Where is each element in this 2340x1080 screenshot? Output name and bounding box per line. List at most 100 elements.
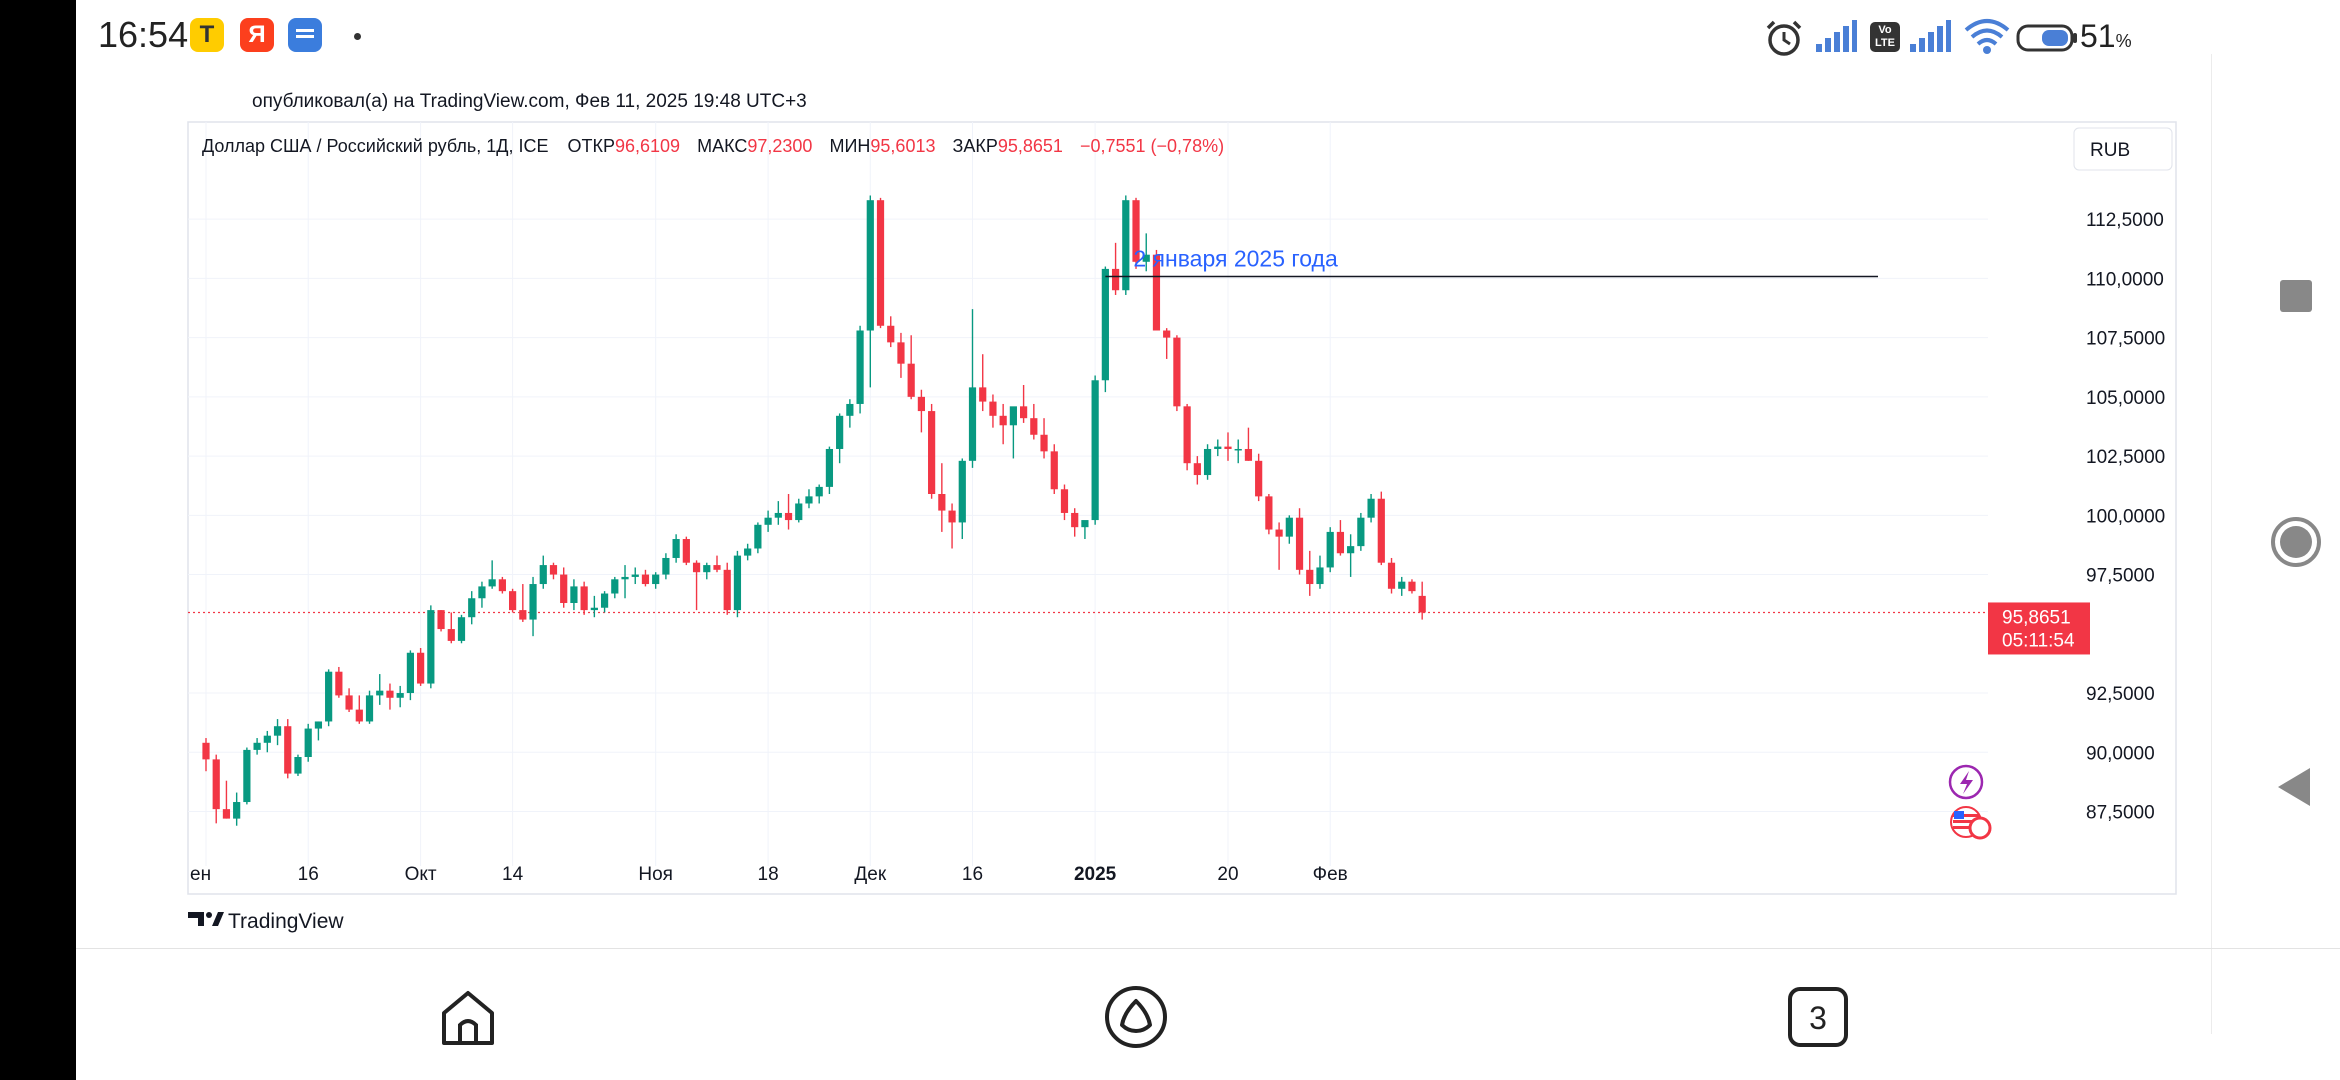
wifi-icon: [1964, 19, 2010, 54]
alarm-icon: [1766, 20, 1802, 56]
currency-label: RUB: [2090, 140, 2130, 161]
candle-body: [1418, 595, 1426, 613]
time-axis: ен 16 Окт 14 Ноя 18 Дек 16 2025 20 Фев: [190, 864, 1348, 885]
candle-body: [1295, 517, 1304, 570]
candle-body: [294, 757, 302, 774]
candle-body: [1020, 406, 1028, 419]
candle-body: [1122, 200, 1130, 291]
candle-body: [825, 448, 834, 487]
x-tick-label: 14: [502, 864, 524, 885]
x-tick-label: 20: [1217, 864, 1238, 885]
open-label: ОТКР: [567, 136, 615, 156]
candle-body: [539, 565, 547, 585]
candle-body: [1081, 520, 1089, 528]
chart-frame: [187, 121, 2177, 895]
candle-body: [652, 574, 660, 585]
candle-body: [1387, 562, 1396, 589]
candle-body: [672, 539, 680, 558]
calendar-icon[interactable]: [1968, 816, 1992, 840]
signal-icon-sim1: [1816, 20, 1857, 52]
candle-body: [958, 460, 966, 523]
candle-body: [968, 387, 977, 461]
y-tick-label: 90,0000: [2086, 743, 2155, 764]
candle-body: [1091, 380, 1099, 521]
candle-body: [723, 569, 731, 611]
recent-apps-icon[interactable]: 3: [1786, 985, 1850, 1049]
candle-body: [509, 591, 517, 611]
candle-body: [1234, 448, 1242, 451]
price-axis: 87,5000 90,0000 92,5000 97,5000 100,0000 102,…: [2086, 210, 2165, 823]
record-icon[interactable]: [2270, 516, 2322, 568]
candle-body: [212, 759, 220, 810]
y-tick-label: 105,0000: [2086, 388, 2165, 409]
candle-body: [365, 695, 374, 722]
last-price-value: 95,8651: [2002, 607, 2071, 628]
tradingview-chart[interactable]: опубликовал(а) на TradingView.com, Фев 1…: [76, 0, 2340, 948]
candlestick-series[interactable]: [202, 195, 1426, 826]
x-tick-label: 2025: [1074, 864, 1117, 885]
y-tick-label: 102,5000: [2086, 447, 2165, 468]
candle-body: [1265, 496, 1273, 530]
candle-body: [427, 610, 435, 684]
candle-body: [284, 726, 292, 774]
candle-body: [713, 565, 721, 570]
candle-body: [1203, 448, 1212, 476]
candle-body: [1071, 512, 1079, 528]
chart-gridlines: [188, 122, 1988, 866]
tinkoff-app-icon: Т: [190, 18, 224, 52]
volte-icon: Vo LTE: [1870, 22, 1900, 52]
candle-body: [815, 486, 823, 497]
back-arrow-icon[interactable]: [2274, 766, 2314, 808]
candle-body: [314, 721, 323, 729]
candle-body: [948, 510, 956, 523]
home-icon[interactable]: [436, 985, 500, 1049]
candle-body: [907, 363, 915, 397]
x-tick-label: ен: [190, 864, 211, 885]
lightning-icon[interactable]: [1948, 764, 1984, 800]
floating-controls: [2256, 0, 2340, 1080]
high-value: 97,2300: [747, 136, 812, 156]
candle-body: [386, 690, 394, 698]
candle-body: [1244, 448, 1253, 461]
candle-body: [1060, 489, 1069, 513]
candle-body: [406, 652, 414, 694]
candle-body: [795, 503, 803, 521]
candle-body: [417, 652, 425, 684]
signal-icon-sim2: [1910, 20, 1951, 52]
candle-body: [580, 586, 588, 611]
candle-body: [1306, 569, 1314, 585]
candle-body: [1173, 337, 1181, 407]
candle-body: [917, 396, 925, 412]
candle-body: [498, 579, 506, 592]
x-tick-label: Ноя: [638, 864, 673, 885]
candle-body: [1408, 581, 1416, 592]
candle-body: [897, 342, 905, 364]
candle-body: [662, 557, 670, 575]
candle-body: [682, 539, 690, 563]
messages-app-icon: [288, 18, 322, 52]
candle-body: [1183, 406, 1191, 464]
assistant-icon[interactable]: [1104, 985, 1168, 1049]
candle-body: [478, 586, 486, 599]
candle-body: [325, 671, 333, 722]
currency-button[interactable]: [2073, 127, 2173, 171]
candle-body: [355, 709, 363, 722]
candle-body: [549, 565, 558, 575]
battery-percent: 51%: [2080, 18, 2132, 54]
bar-countdown: 05:11:54: [2002, 630, 2075, 651]
candle-body: [263, 735, 271, 743]
y-tick-label: 112,5000: [2086, 210, 2164, 231]
candle-body: [621, 576, 629, 580]
candle-body: [1009, 406, 1017, 426]
candle-body: [304, 728, 312, 758]
x-tick-label: 16: [962, 864, 983, 885]
candle-body: [846, 403, 854, 416]
y-tick-label: 100,0000: [2086, 506, 2165, 527]
candle-body: [1142, 254, 1150, 262]
candle-body: [447, 629, 455, 641]
candle-body: [805, 496, 813, 504]
candle-body: [1224, 446, 1232, 449]
y-tick-label: 110,0000: [2086, 269, 2164, 290]
phone-screen: 16:54 Т Я Vo LTE: [76, 0, 2340, 1080]
stop-icon[interactable]: [2278, 278, 2314, 314]
